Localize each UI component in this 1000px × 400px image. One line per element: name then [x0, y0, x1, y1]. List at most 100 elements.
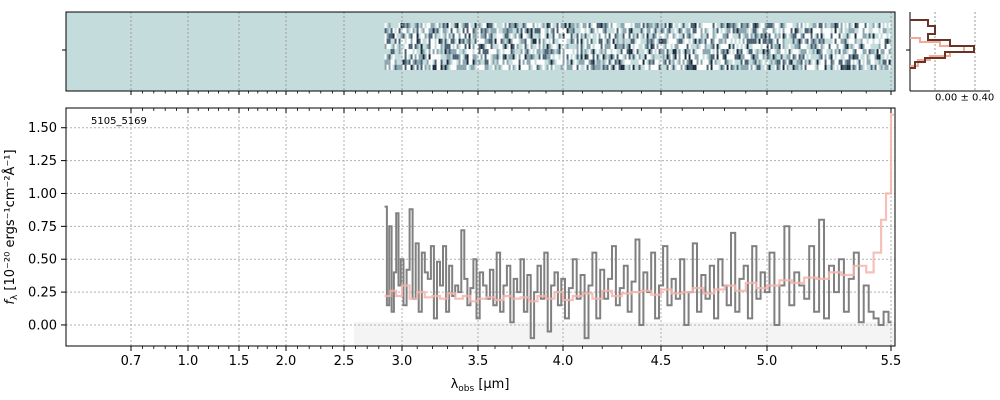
x-tick-label: 3.5 — [468, 354, 489, 369]
heatmap-cell — [748, 59, 751, 65]
heatmap-cell — [854, 59, 857, 65]
heatmap-cell — [422, 33, 425, 39]
heatmap-cell — [508, 64, 511, 71]
heatmap-cell — [444, 38, 447, 44]
heatmap-cell — [684, 54, 687, 60]
heatmap-cell — [396, 33, 399, 39]
heatmap-cell — [492, 38, 495, 44]
heatmap-cell — [818, 38, 821, 44]
heatmap-cell — [630, 43, 633, 50]
heatmap-cell — [426, 43, 429, 50]
heatmap-cell — [526, 49, 529, 55]
heatmap-cell — [754, 23, 757, 29]
heatmap-cell — [678, 33, 681, 39]
heatmap-cell — [626, 49, 629, 55]
heatmap-cell — [446, 33, 449, 39]
heatmap-cell — [532, 43, 535, 50]
heatmap-cell — [568, 49, 571, 55]
heatmap-cell — [504, 28, 507, 34]
heatmap-cell — [452, 59, 455, 65]
heatmap-cell — [694, 64, 697, 71]
heatmap-cell — [390, 33, 393, 39]
heatmap-cell — [872, 33, 875, 39]
heatmap-cell — [746, 43, 749, 50]
heatmap-cell — [392, 33, 395, 39]
heatmap-cell — [598, 49, 601, 55]
heatmap-cell — [738, 49, 741, 55]
heatmap-cell — [390, 54, 393, 60]
heatmap-cell — [730, 59, 733, 65]
heatmap-cell — [410, 54, 413, 60]
heatmap-cell — [744, 59, 747, 65]
heatmap-cell — [634, 64, 637, 71]
heatmap-cell — [530, 23, 533, 29]
heatmap-cell — [652, 54, 655, 60]
heatmap-cell — [790, 59, 793, 65]
heatmap-cell — [688, 54, 691, 60]
heatmap-cell — [836, 28, 839, 34]
heatmap-cell — [638, 64, 641, 71]
heatmap-cell — [606, 54, 609, 60]
heatmap-cell — [466, 59, 469, 65]
heatmap-cell — [678, 28, 681, 34]
heatmap-cell — [492, 43, 495, 50]
heatmap-cell — [566, 54, 569, 60]
heatmap-cell — [814, 59, 817, 65]
heatmap-cell — [574, 43, 577, 50]
heatmap-cell — [658, 49, 661, 55]
heatmap-cell — [510, 54, 513, 60]
heatmap-cell — [820, 43, 823, 50]
heatmap-cell — [730, 23, 733, 29]
heatmap-cell — [828, 43, 831, 50]
heatmap-cell — [750, 33, 753, 39]
heatmap-cell — [438, 49, 441, 55]
heatmap-cell — [540, 33, 543, 39]
heatmap-cell — [410, 64, 413, 71]
heatmap-cell — [510, 43, 513, 50]
heatmap-cell — [584, 38, 587, 44]
heatmap-cell — [810, 33, 813, 39]
heatmap-cell — [552, 38, 555, 44]
heatmap-cell — [718, 54, 721, 60]
heatmap-cell — [666, 23, 669, 29]
heatmap-cell — [766, 54, 769, 60]
heatmap-cell — [612, 33, 615, 39]
heatmap-cell — [546, 43, 549, 50]
heatmap-cell — [700, 49, 703, 55]
heatmap-cell — [610, 49, 613, 55]
heatmap-cell — [442, 49, 445, 55]
heatmap-cell — [396, 59, 399, 65]
heatmap-cell — [844, 38, 847, 44]
heatmap-cell — [786, 38, 789, 44]
heatmap-cell — [416, 38, 419, 44]
heatmap-cell — [588, 28, 591, 34]
heatmap-cell — [502, 43, 505, 50]
heatmap-cell — [624, 59, 627, 65]
heatmap-cell — [854, 23, 857, 29]
heatmap-cell — [554, 54, 557, 60]
heatmap-cell — [830, 54, 833, 60]
heatmap-cell — [434, 49, 437, 55]
heatmap-cell — [808, 54, 811, 60]
heatmap-cell — [736, 54, 739, 60]
heatmap-cell — [478, 43, 481, 50]
heatmap-cell — [816, 43, 819, 50]
heatmap-cell — [694, 33, 697, 39]
heatmap-cell — [750, 49, 753, 55]
heatmap-cell — [758, 54, 761, 60]
heatmap-cell — [640, 43, 643, 50]
heatmap-cell — [796, 23, 799, 29]
heatmap-cell — [482, 38, 485, 44]
heatmap-cell — [552, 33, 555, 39]
heatmap-cell — [672, 43, 675, 50]
heatmap-cell — [600, 49, 603, 55]
heatmap-cell — [476, 49, 479, 55]
heatmap-cell — [818, 43, 821, 50]
heatmap-cell — [640, 49, 643, 55]
heatmap-cell — [498, 64, 501, 71]
heatmap-cell — [462, 33, 465, 39]
heatmap-cell — [840, 38, 843, 44]
heatmap-cell — [598, 59, 601, 65]
heatmap-cell — [418, 59, 421, 65]
heatmap-cell — [846, 38, 849, 44]
